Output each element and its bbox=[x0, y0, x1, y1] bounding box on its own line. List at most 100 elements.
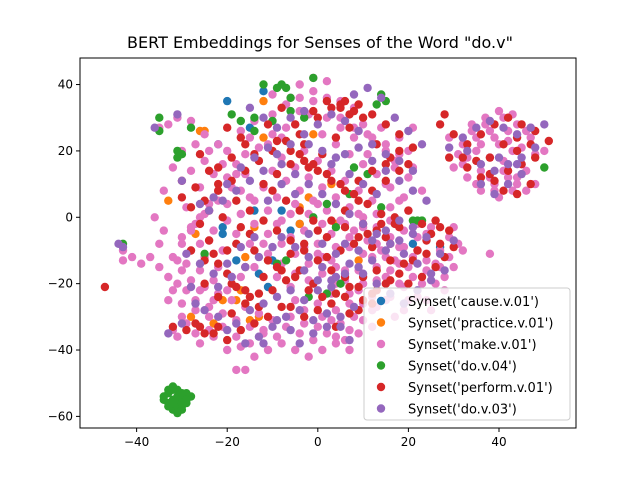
scatter-point bbox=[182, 259, 191, 268]
scatter-point bbox=[395, 130, 404, 139]
scatter-point bbox=[485, 249, 495, 258]
scatter-point bbox=[494, 153, 504, 162]
scatter-point bbox=[336, 312, 345, 321]
scatter-point bbox=[223, 123, 232, 132]
scatter-point bbox=[463, 163, 472, 172]
scatter-point bbox=[358, 160, 368, 169]
scatter-point bbox=[186, 282, 196, 292]
scatter-point bbox=[318, 345, 327, 355]
scatter-point bbox=[313, 286, 322, 295]
scatter-point bbox=[345, 259, 354, 268]
scatter-point bbox=[309, 96, 318, 106]
scatter-point bbox=[209, 249, 218, 258]
scatter-point bbox=[155, 113, 164, 122]
scatter-point bbox=[150, 123, 159, 132]
scatter-point bbox=[173, 110, 182, 119]
scatter-point bbox=[236, 223, 245, 232]
scatter-point bbox=[295, 93, 304, 103]
scatter-point bbox=[331, 199, 341, 209]
series-3 bbox=[118, 73, 549, 418]
scatter-point bbox=[472, 146, 481, 156]
scatter-point bbox=[200, 156, 209, 166]
scatter-point bbox=[214, 282, 223, 292]
scatter-point bbox=[313, 299, 322, 308]
scatter-point bbox=[200, 306, 209, 315]
scatter-point bbox=[476, 179, 486, 189]
scatter-point bbox=[544, 136, 553, 146]
scatter-point bbox=[177, 389, 187, 398]
scatter-point bbox=[259, 80, 268, 89]
scatter-point bbox=[186, 166, 196, 175]
scatter-point bbox=[517, 120, 526, 129]
scatter-point bbox=[195, 219, 205, 229]
scatter-point bbox=[236, 163, 245, 172]
scatter-point bbox=[164, 272, 173, 282]
scatter-point bbox=[354, 329, 363, 338]
scatter-point bbox=[354, 126, 363, 136]
scatter-point bbox=[318, 292, 327, 302]
scatter-point bbox=[331, 133, 341, 142]
scatter-point bbox=[309, 335, 318, 345]
scatter-point bbox=[503, 173, 513, 182]
scatter-point bbox=[209, 276, 218, 285]
scatter-point bbox=[417, 279, 427, 288]
scatter-point bbox=[272, 150, 282, 159]
scatter-point bbox=[517, 153, 526, 162]
scatter-point bbox=[263, 143, 273, 152]
scatter-point bbox=[512, 146, 522, 156]
scatter-point bbox=[268, 242, 277, 252]
scatter-point bbox=[272, 193, 282, 202]
scatter-point bbox=[386, 276, 395, 285]
scatter-point bbox=[458, 133, 467, 142]
scatter-point bbox=[277, 239, 286, 248]
scatter-point bbox=[349, 133, 359, 142]
scatter-point bbox=[241, 365, 250, 375]
scatter-point bbox=[277, 266, 286, 275]
scatter-point bbox=[191, 306, 200, 315]
scatter-point bbox=[182, 325, 191, 335]
scatter-point bbox=[313, 306, 322, 315]
scatter-point bbox=[368, 110, 377, 119]
legend-marker bbox=[376, 296, 386, 306]
scatter-point bbox=[358, 213, 368, 222]
scatter-point bbox=[349, 226, 359, 235]
scatter-point bbox=[263, 256, 273, 265]
scatter-point bbox=[531, 153, 540, 162]
scatter-point bbox=[318, 239, 327, 248]
scatter-point bbox=[309, 316, 318, 325]
scatter-point bbox=[318, 189, 327, 199]
scatter-point bbox=[503, 160, 513, 169]
scatter-point bbox=[363, 150, 372, 159]
scatter-point bbox=[218, 229, 227, 239]
scatter-point bbox=[318, 219, 327, 229]
scatter-point bbox=[223, 246, 232, 255]
scatter-point bbox=[127, 252, 137, 262]
scatter-point bbox=[440, 266, 449, 275]
scatter-point bbox=[263, 345, 273, 355]
scatter-point bbox=[449, 163, 458, 172]
scatter-point bbox=[137, 259, 146, 268]
scatter-point bbox=[277, 302, 286, 312]
scatter-point bbox=[272, 316, 282, 325]
scatter-point bbox=[191, 329, 200, 338]
scatter-point bbox=[322, 309, 332, 318]
scatter-point bbox=[245, 292, 255, 302]
scatter-point bbox=[526, 133, 535, 142]
scatter-point bbox=[309, 329, 318, 338]
scatter-point bbox=[245, 206, 255, 215]
scatter-point bbox=[476, 173, 486, 182]
scatter-point bbox=[214, 312, 223, 321]
scatter-point bbox=[309, 130, 318, 139]
scatter-point bbox=[395, 242, 404, 252]
scatter-point bbox=[435, 120, 445, 129]
scatter-point bbox=[404, 279, 413, 288]
scatter-point bbox=[499, 123, 508, 132]
scatter-point bbox=[313, 166, 322, 175]
scatter-point bbox=[281, 312, 291, 321]
scatter-point bbox=[322, 233, 332, 242]
scatter-point bbox=[159, 186, 168, 195]
scatter-point bbox=[449, 242, 458, 252]
scatter-point bbox=[440, 272, 449, 282]
scatter-point bbox=[155, 262, 164, 272]
scatter-point bbox=[200, 279, 209, 288]
